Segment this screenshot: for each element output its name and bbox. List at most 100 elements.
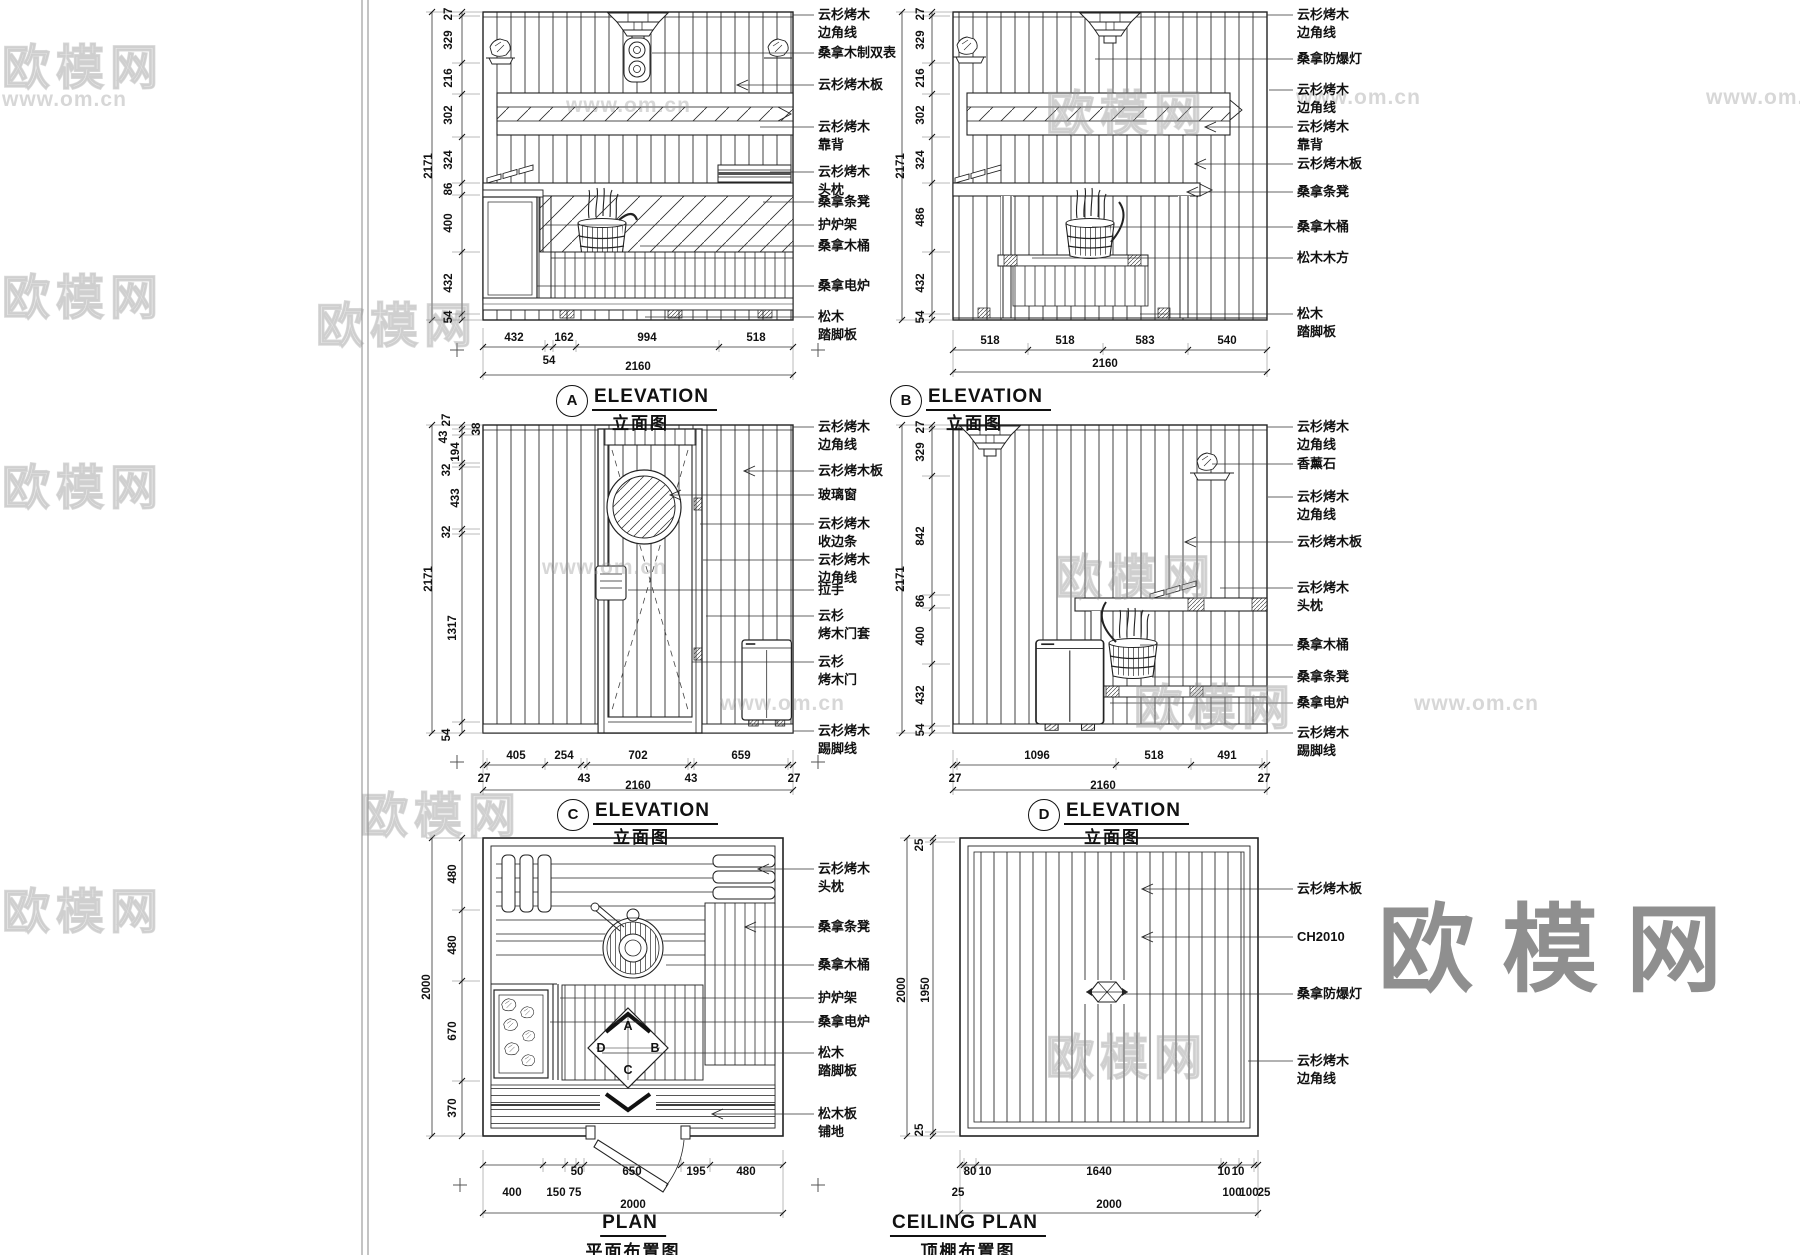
dim-total-height: 2171 xyxy=(895,566,907,592)
dim-total-height: 2171 xyxy=(895,153,907,179)
dim: 659 xyxy=(731,750,751,762)
dim: 86 xyxy=(915,594,927,608)
label-material: 松木 踏脚板 xyxy=(818,1045,858,1078)
title-elevation-d: ELEVATION xyxy=(1064,800,1189,825)
label-material: 云杉烤木板 xyxy=(1297,881,1363,896)
dim: 302 xyxy=(915,105,927,125)
label-material: 桑拿木桶 xyxy=(1297,219,1350,234)
dim-total-width: 2160 xyxy=(625,780,651,792)
dim: 195 xyxy=(686,1166,706,1178)
dim: 10 xyxy=(1231,1166,1245,1178)
dim-total-width: 2160 xyxy=(1092,358,1118,370)
label-material: 云杉烤木板 xyxy=(818,77,884,92)
label-material: 桑拿木制双表 xyxy=(818,45,897,60)
label-material: 护炉架 xyxy=(818,990,858,1005)
dim: 491 xyxy=(1217,750,1237,762)
label-material: 云杉 烤木门 xyxy=(818,654,858,687)
dim: 54 xyxy=(441,728,453,742)
dim: 702 xyxy=(628,750,648,762)
label-material: 桑拿条凳 xyxy=(1297,669,1350,684)
label-material: 桑拿条凳 xyxy=(818,194,871,209)
label-material: 云杉烤木板 xyxy=(818,463,884,478)
dim: 405 xyxy=(506,750,526,762)
watermark-site: www.om.cn xyxy=(2,88,127,111)
dim: 216 xyxy=(443,68,455,88)
dim: 518 xyxy=(1055,335,1075,347)
title-elevation-b: ELEVATION xyxy=(926,386,1051,411)
dim: 25 xyxy=(914,838,926,852)
dim: 100 xyxy=(1239,1187,1259,1199)
ceiling-plan-drawing xyxy=(900,834,1293,1218)
view-tag-d: D xyxy=(1028,799,1060,831)
compass-d: D xyxy=(596,1041,606,1055)
dim-total-height: 2000 xyxy=(421,974,433,1000)
dim: 27 xyxy=(915,420,927,434)
dim: 27 xyxy=(1257,773,1271,785)
view-tag-b: B xyxy=(890,385,922,417)
label-material: 桑拿电炉 xyxy=(1297,695,1350,710)
label-material: 云杉烤木 靠背 xyxy=(818,119,871,152)
label-material: 香薰石 xyxy=(1297,456,1337,471)
dim: 216 xyxy=(915,68,927,88)
dim: 32 xyxy=(441,525,453,539)
dim: 480 xyxy=(736,1166,756,1178)
watermark-brand: 欧模网 xyxy=(1,461,165,515)
dim: 50 xyxy=(570,1166,584,1178)
watermark-brand: 欧模网 xyxy=(1,271,165,325)
watermark-site: www.om.cn xyxy=(1296,86,1421,109)
label-material: 桑拿电炉 xyxy=(818,1014,871,1029)
dim: 43 xyxy=(577,773,591,785)
dim: 75 xyxy=(568,1187,582,1199)
dim: 1096 xyxy=(1024,750,1050,762)
dim-total-width: 2160 xyxy=(625,361,651,373)
dim: 329 xyxy=(443,30,455,50)
label-material: 云杉烤木 头枕 xyxy=(818,861,871,894)
watermark-brand: 欧模网 xyxy=(359,789,523,843)
label-material: 桑拿木桶 xyxy=(818,957,871,972)
watermark-brand: 欧模网 xyxy=(1133,681,1297,735)
label-material: 拉手 xyxy=(818,582,845,597)
dim-total-width: 2000 xyxy=(620,1199,646,1211)
dim: 38 xyxy=(471,422,483,436)
label-material: 桑拿条凳 xyxy=(1297,184,1350,199)
elevation-c-drawing xyxy=(426,421,814,795)
label-material: 云杉烤木板 xyxy=(1297,156,1363,171)
dim: 1640 xyxy=(1086,1166,1112,1178)
label-material: 云杉烤木 边角线 xyxy=(818,7,871,40)
watermark-site: www.om.cn xyxy=(1414,692,1539,715)
label-material: 云杉烤木 边角线 xyxy=(1297,1053,1350,1086)
dim: 518 xyxy=(1144,750,1164,762)
title-plan-zh: 平面布置图 xyxy=(585,1242,681,1255)
watermark-site: www.om.cn xyxy=(720,692,845,715)
watermark-brand: 欧模网 xyxy=(1,41,165,95)
watermark-brand-large: 欧模网 xyxy=(1378,897,1750,1004)
title-elevation-c: ELEVATION xyxy=(593,800,718,825)
title-elevation-d-zh: 立面图 xyxy=(1084,828,1141,847)
label-material: 云杉烤木 头枕 xyxy=(818,164,871,197)
dim: 10 xyxy=(1217,1166,1231,1178)
dim: 27 xyxy=(477,773,491,785)
label-material: 桑拿木桶 xyxy=(818,238,871,253)
label-material: 云杉烤木 踢脚线 xyxy=(818,723,871,756)
compass-b: B xyxy=(650,1041,660,1055)
plan-drawing xyxy=(426,834,814,1218)
dim: 162 xyxy=(554,332,574,344)
label-material: 云杉烤木 靠背 xyxy=(1297,119,1350,152)
watermark-brand: 欧模网 xyxy=(1045,87,1209,141)
dim: 86 xyxy=(443,182,455,196)
dim: 254 xyxy=(554,750,574,762)
label-material: 桑拿木桶 xyxy=(1297,637,1350,652)
label-material: 玻璃窗 xyxy=(818,487,858,502)
title-plan: PLAN xyxy=(600,1212,666,1237)
dim: 670 xyxy=(447,1021,459,1041)
dim: 432 xyxy=(915,273,927,293)
title-elevation-c-zh: 立面图 xyxy=(613,828,670,847)
label-material: 桑拿防爆灯 xyxy=(1297,51,1363,66)
dim: 27 xyxy=(443,7,455,21)
label-material: 云杉烤木 边角线 xyxy=(1297,489,1350,522)
label-material: 云杉烤木 头枕 xyxy=(1297,580,1350,613)
dim: 80 xyxy=(963,1166,977,1178)
dim: 433 xyxy=(450,488,462,508)
dim: 54 xyxy=(542,355,556,367)
dim: 329 xyxy=(915,442,927,462)
